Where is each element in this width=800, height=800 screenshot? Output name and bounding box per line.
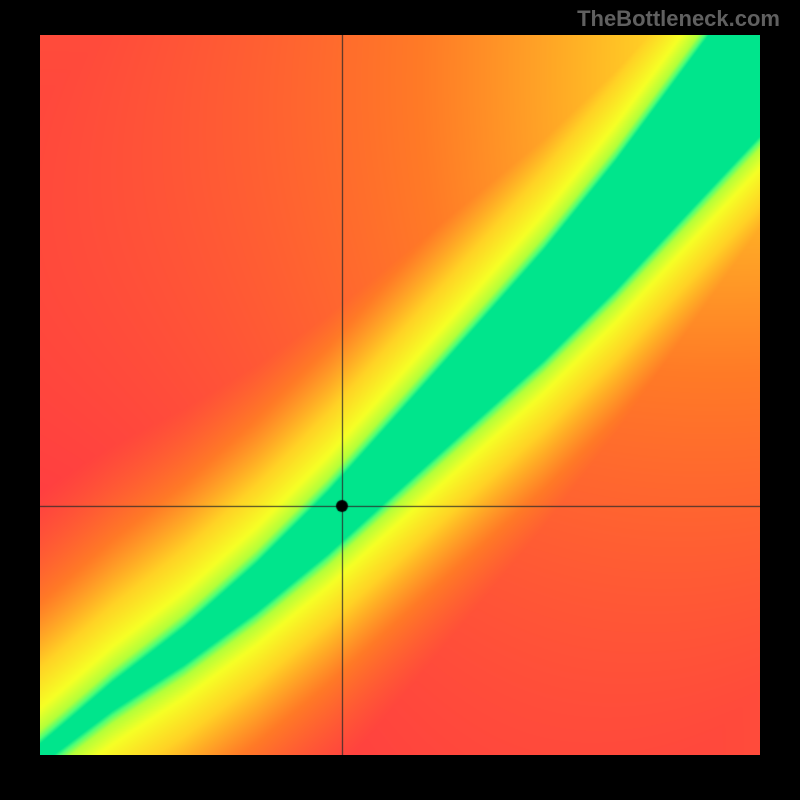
heatmap-plot (40, 35, 760, 755)
watermark-text: TheBottleneck.com (577, 6, 780, 32)
heatmap-canvas (40, 35, 760, 755)
